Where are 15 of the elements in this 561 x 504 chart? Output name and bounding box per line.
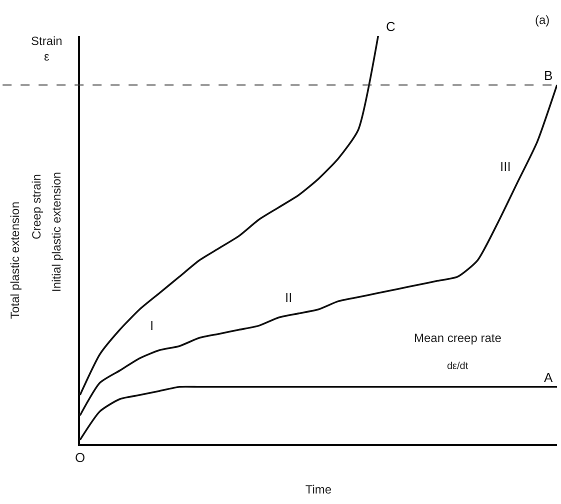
x-axis-title: Time <box>305 482 332 496</box>
text: (a) <box>535 13 550 27</box>
annotation: Mean creep rate <box>414 331 502 345</box>
annotation: I <box>150 318 154 333</box>
series-label: C <box>386 19 396 34</box>
y-axis-title: Strain ε <box>31 34 62 64</box>
annotation: II <box>285 290 292 305</box>
annotation: III <box>500 159 511 174</box>
text: Initial plastic extension <box>49 172 64 292</box>
series-label: B <box>544 68 553 83</box>
text: Creep strain <box>30 174 44 240</box>
series-label: A <box>544 370 553 385</box>
text: O <box>75 450 86 465</box>
annotation: dε/dt <box>447 361 468 372</box>
text: Total plastic extension <box>8 202 22 320</box>
